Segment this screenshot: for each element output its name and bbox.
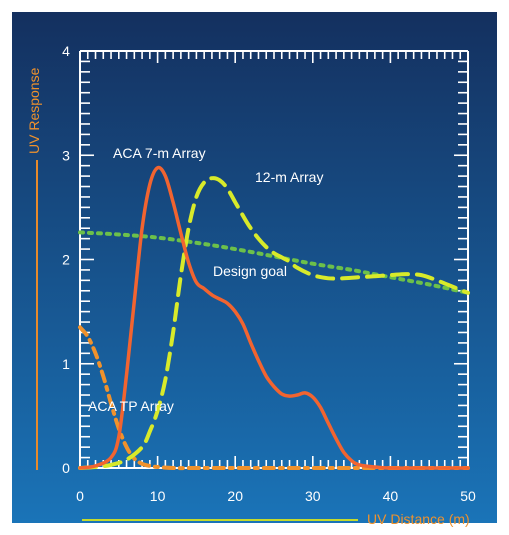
x-tick-labels: 0 10 20 30 40 50 bbox=[76, 488, 476, 504]
x-tick-label: 10 bbox=[150, 488, 166, 504]
x-tick-label: 20 bbox=[227, 488, 243, 504]
series-line-aca-7-m-array bbox=[78, 165, 470, 470]
tick-marks bbox=[79, 50, 469, 469]
series-line-12-m-array bbox=[78, 176, 470, 470]
series-label-aca-7m: ACA 7-m Array bbox=[113, 145, 206, 161]
y-tick-label: 3 bbox=[62, 147, 70, 163]
series-label-design-goal: Design goal bbox=[213, 263, 287, 279]
x-tick-label: 30 bbox=[305, 488, 321, 504]
chart-background bbox=[12, 12, 497, 523]
x-tick-label: 0 bbox=[76, 488, 84, 504]
y-tick-label: 4 bbox=[62, 43, 70, 59]
series-line-design-goal bbox=[78, 230, 470, 295]
series-label-aca-tp: ACA TP Array bbox=[88, 398, 174, 414]
series-line-aca-tp-array bbox=[78, 325, 470, 471]
x-tick-label: 40 bbox=[383, 488, 399, 504]
y-tick-label: 1 bbox=[62, 356, 70, 372]
series-label-12m: 12-m Array bbox=[255, 169, 323, 185]
y-axis-label: UV Response bbox=[26, 67, 42, 154]
x-tick-label: 50 bbox=[460, 488, 476, 504]
y-tick-labels: 0 1 2 3 4 bbox=[62, 43, 70, 476]
x-axis-label: UV Distance (m) bbox=[367, 511, 470, 527]
y-tick-label: 2 bbox=[62, 252, 70, 268]
series-lines bbox=[78, 165, 470, 471]
y-tick-label: 0 bbox=[62, 460, 70, 476]
